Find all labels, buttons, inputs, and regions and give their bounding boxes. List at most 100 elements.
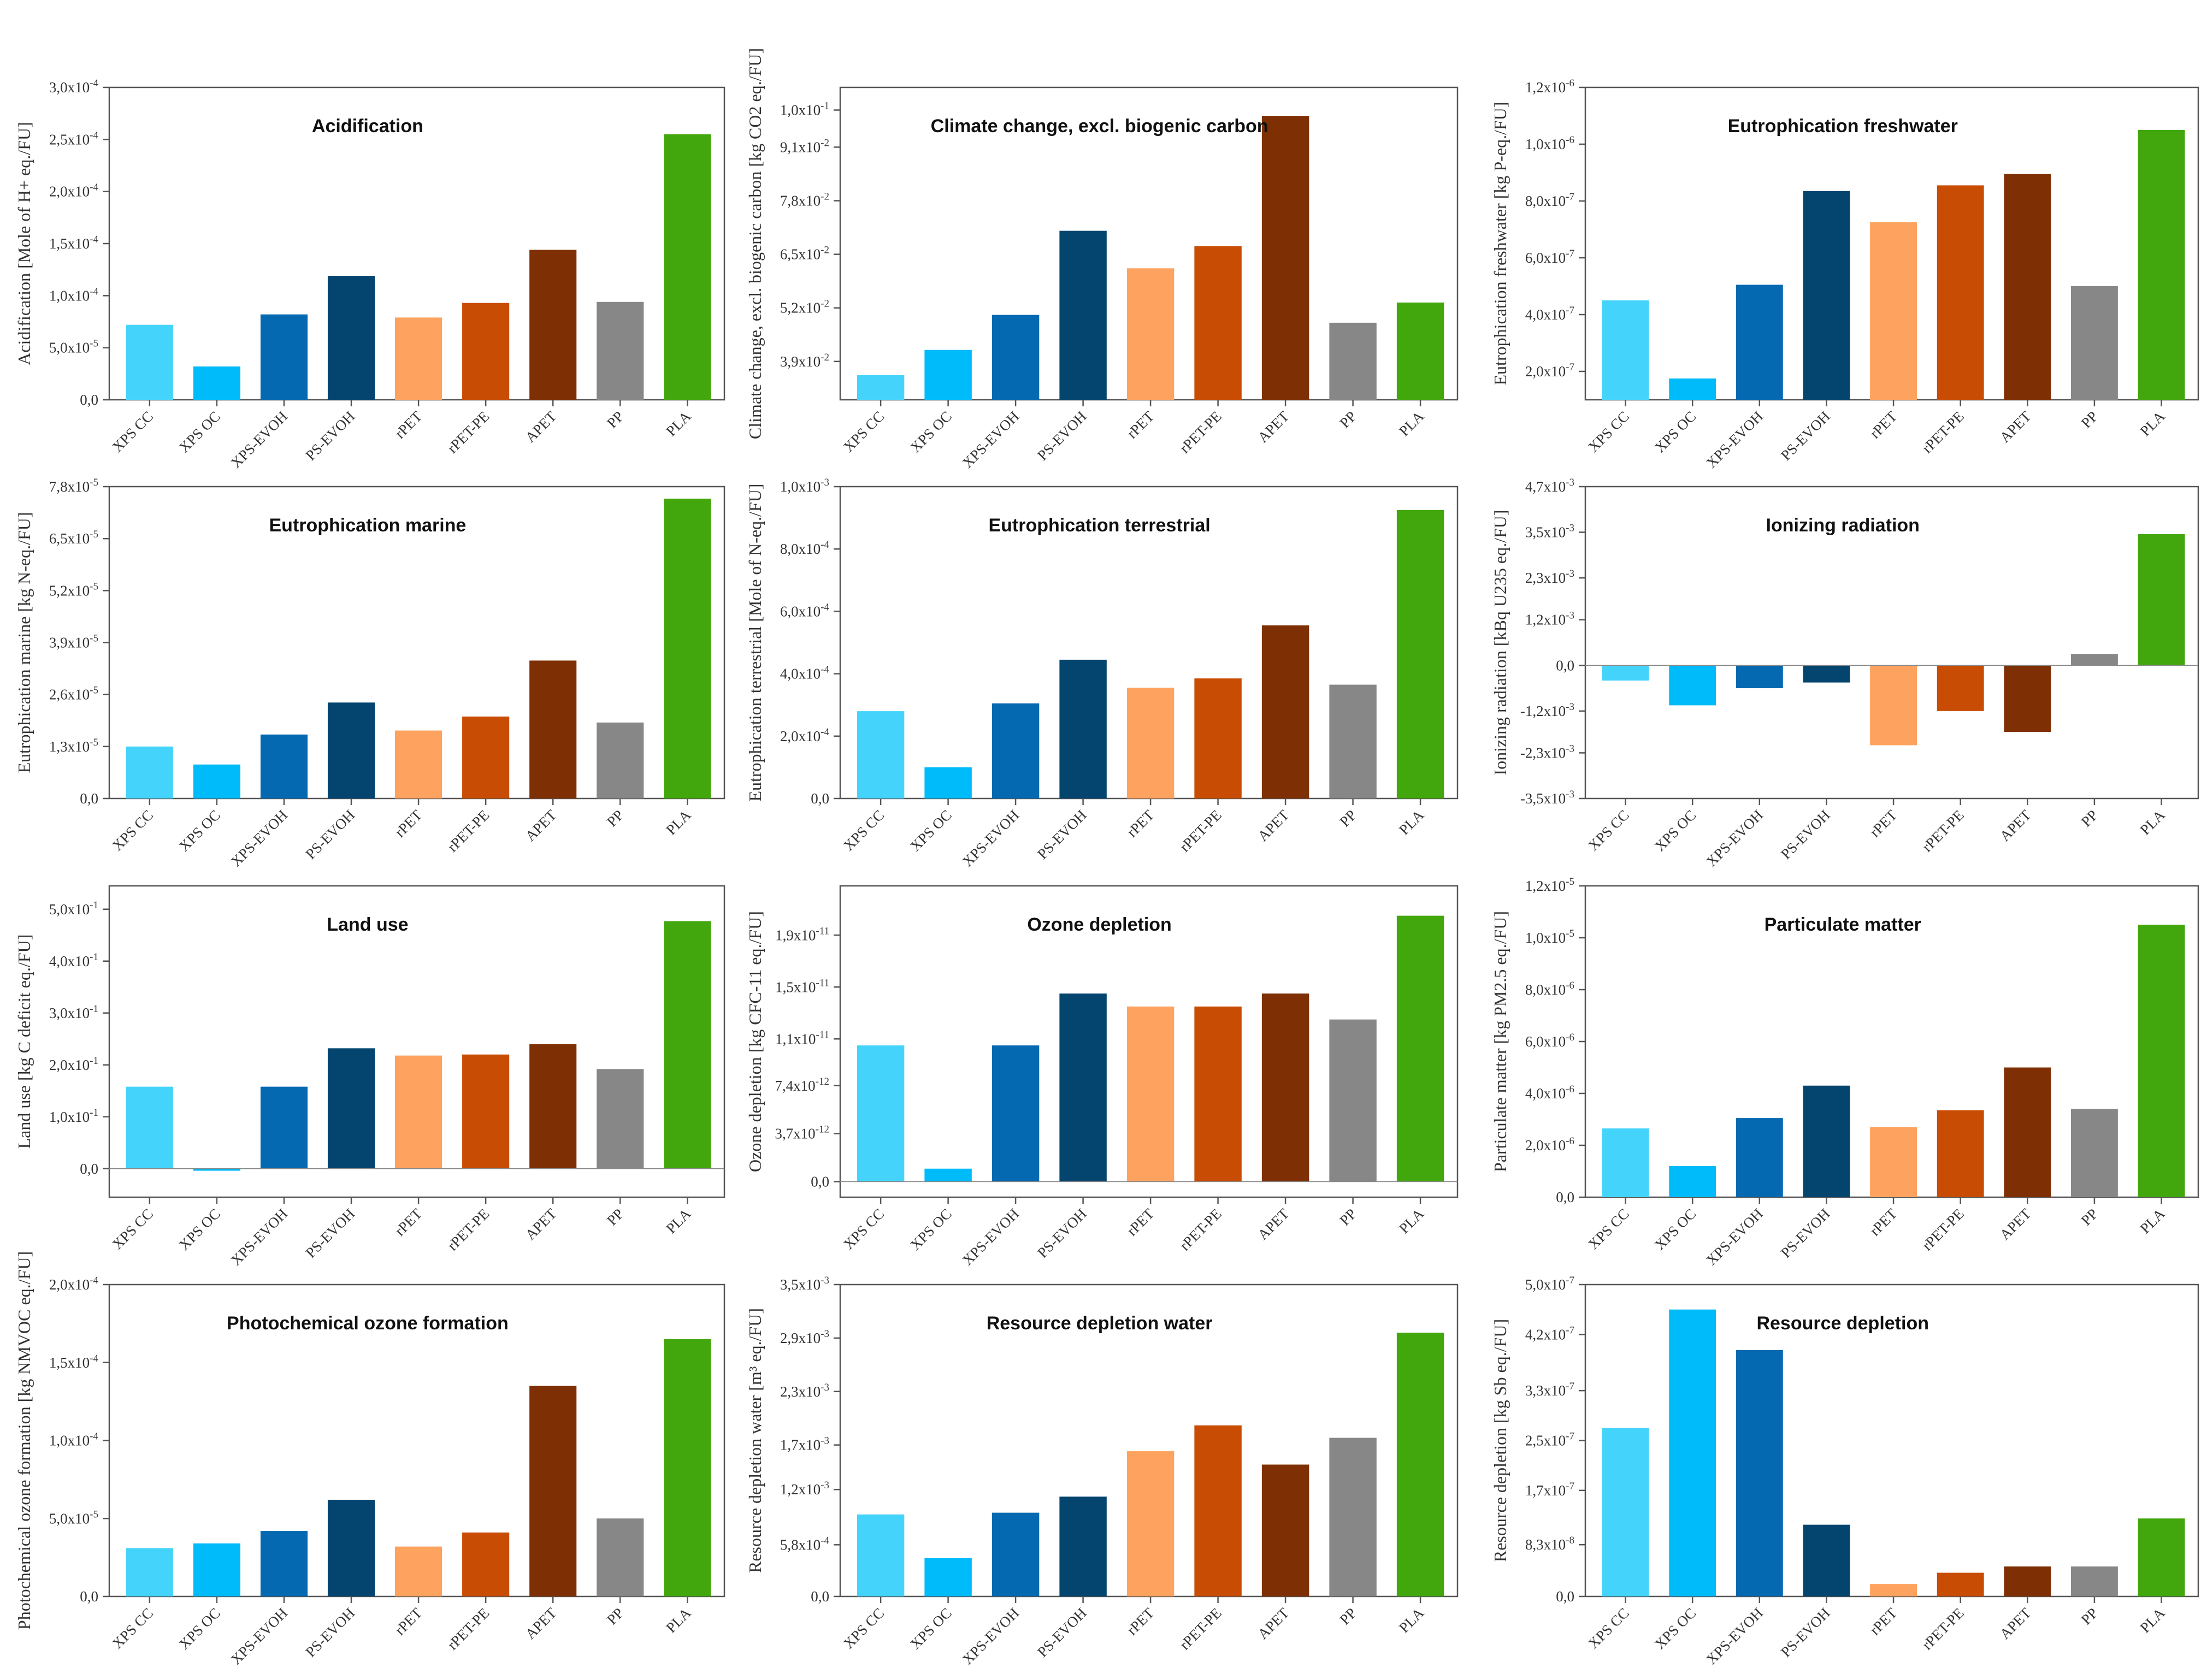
chart-title: Ozone depletion [1027,914,1171,935]
y-tick-label: 0,0 [1556,1189,1574,1205]
x-tick-label: APET [1997,1605,2034,1642]
y-axis-label: Climate change, excl. biogenic carbon [k… [745,48,765,439]
x-tick-label: PLA [1396,1205,1427,1237]
x-tick-label: rPET-PE [444,408,492,456]
bar-xps-evoh [1736,1118,1783,1197]
x-tick-label: rPET [392,1205,426,1239]
x-tick-label: PP [604,807,627,830]
x-tick-label: APET [1997,1205,2034,1243]
y-tick-label: 1,7x10-7 [1525,1481,1574,1499]
bar-xps-evoh [260,314,308,400]
y-axis-label: Ozone depletion [kg CFC-11 eq./FU] [745,911,765,1172]
bar-pla [1396,510,1444,798]
bar-pp [597,1518,644,1596]
bar-xps-oc [1669,1166,1716,1197]
bar-rpet [1126,268,1175,400]
y-tick-label: 6,5x10-2 [780,245,829,263]
chart-title: Particulate matter [1765,914,1921,935]
chart-title: Eutrophication marine [269,515,467,536]
x-tick-label: XPS OC [176,1205,224,1253]
x-tick-label: XPS CC [109,408,156,455]
x-tick-label: rPET [1867,807,1901,841]
chart-panel: 0,0 5,0x10-5 1,0x10-4 1,5x10-4 2,0x10-4 XPS C… [14,1251,725,1668]
y-axis-label: Eutrophication marine [kg N-eq./FU] [14,512,34,773]
x-tick-label: rPET [1867,1605,1901,1638]
y-tick-label: 8,0x10-4 [780,539,830,557]
y-tick-label: 2,6x10-5 [49,685,98,703]
x-tick-label: PP [1336,1605,1359,1628]
x-tick-label: PS-EVOH [1034,1605,1090,1660]
x-tick-label: XPS-EVOH [1703,1205,1766,1269]
x-tick-label: XPS OC [1651,1205,1699,1253]
y-tick-label: 1,2x10-3 [780,1480,829,1498]
bar-rpet [1870,1584,1917,1596]
bar-apet [1261,1464,1309,1596]
y-tick-label: 1,0x10-1 [780,100,829,119]
y-tick-label: 1,5x10-4 [49,1353,99,1371]
y-tick-label: 1,9x10-11 [775,925,829,943]
bar-xps-cc [126,1086,173,1169]
y-tick-label: 1,7x10-3 [780,1435,829,1453]
x-tick-label: XPS-EVOH [228,807,291,870]
y-tick-label: 1,0x10-4 [49,1431,99,1449]
x-tick-label: rPET [1124,807,1158,841]
bar-xps-oc [1669,665,1716,706]
y-axis-label: Land use [kg C deficit eq./FU] [14,934,34,1149]
bar-xps-oc [1669,1309,1716,1596]
y-tick-label: -2,3x10-3 [1520,743,1574,761]
chart-title: Acidification [312,116,423,137]
bar-ps-evoh [1803,1524,1850,1596]
y-tick-label: 6,0x10-6 [1525,1032,1574,1050]
x-tick-label: rPET [1124,1605,1158,1638]
y-tick-label: 7,8x10-2 [780,191,829,209]
y-tick-label: 2,0x10-6 [1525,1135,1574,1153]
x-tick-label: PLA [1396,1605,1427,1636]
x-tick-label: APET [1997,807,2034,844]
y-tick-label: 3,9x10-2 [780,352,829,370]
x-tick-label: XPS OC [176,1605,224,1653]
x-tick-label: XPS OC [907,807,955,855]
y-tick-label: 1,2x10-6 [1525,78,1574,96]
chart-panel: -3,5x10-3 -2,3x10-3 -1,2x10-3 0,0 1,2x10-3 2,… [1490,477,2199,870]
bar-pp [597,1069,644,1169]
bar-ps-evoh [1803,191,1850,400]
x-tick-label: PP [2078,807,2101,830]
x-tick-label: rPET-PE [1919,1205,1967,1253]
bar-rpet [1870,222,1917,400]
x-tick-label: PP [2078,1205,2101,1228]
bar-ps-evoh [1059,230,1107,400]
y-tick-label: 2,0x10-7 [1525,362,1574,380]
y-tick-label: 2,0x10-4 [49,1275,99,1293]
chart-title: Ionizing radiation [1766,515,1920,536]
x-tick-label: XPS OC [176,408,224,456]
x-tick-label: XPS CC [1585,1605,1632,1652]
x-tick-label: PP [604,408,627,431]
bar-xps-evoh [992,703,1040,798]
bar-pla [1396,302,1444,400]
bar-rpet-pe [462,1054,510,1169]
y-tick-label: 0,0 [80,1161,98,1177]
x-tick-label: XPS CC [840,1605,887,1652]
y-tick-label: 3,7x10-12 [775,1124,829,1142]
bar-apet [1261,625,1309,798]
bar-pp [2071,1109,2118,1197]
y-tick-label: 4,0x10-7 [1525,305,1574,323]
y-tick-label: 1,5x10-4 [49,234,99,252]
bar-rpet-pe [1937,1572,1984,1596]
x-tick-label: rPET-PE [1919,408,1967,456]
bar-pp [2071,654,2118,666]
x-tick-label: XPS OC [1651,807,1699,855]
plot-frame [839,885,1459,1198]
x-tick-label: XPS-EVOH [228,1205,291,1269]
x-tick-label: PS-EVOH [1034,1205,1090,1261]
y-axis-label: Resource depletion [kg Sb eq./FU] [1490,1319,1510,1562]
x-tick-label: rPET-PE [1176,408,1224,456]
y-tick-label: 2,0x10-1 [49,1055,98,1073]
bar-rpet [395,317,442,400]
x-tick-label: XPS-EVOH [1703,1605,1766,1668]
x-tick-label: PS-EVOH [1778,807,1833,862]
y-axis-label: Particulate matter [kg PM2.5 eq./FU] [1490,911,1510,1172]
y-tick-label: 1,0x10-4 [49,286,99,304]
chart-panel: 0,0 1,0x10-1 2,0x10-1 3,0x10-1 4,0x10-1 5,0x1… [14,885,725,1269]
x-tick-label: PP [2078,408,2101,431]
